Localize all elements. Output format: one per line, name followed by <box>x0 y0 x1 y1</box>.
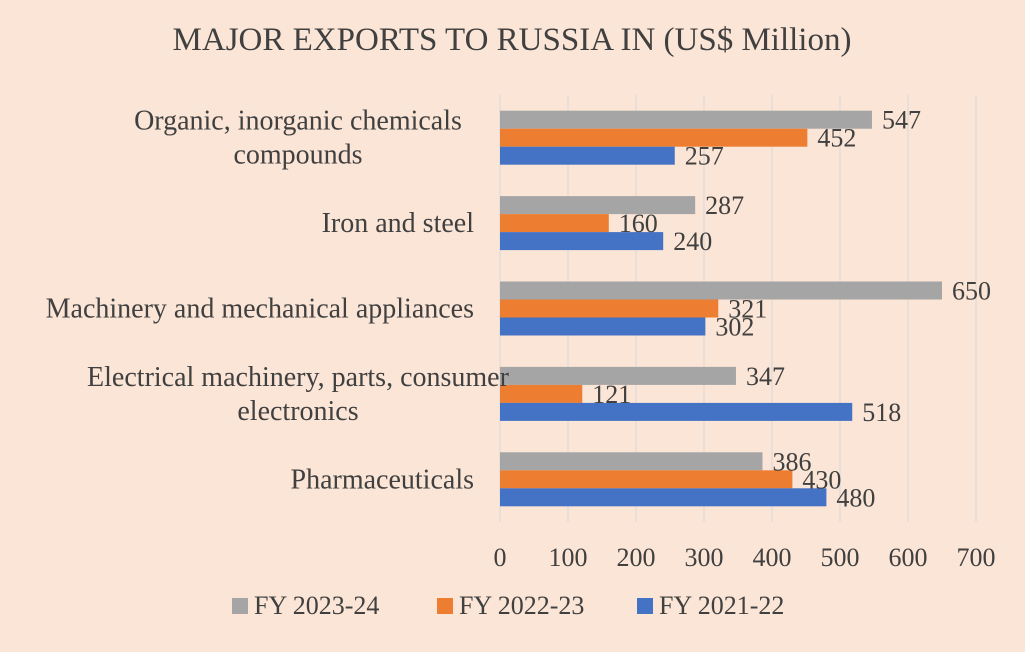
legend: FY 2023-24 FY 2022-23 FY 2021-22 <box>232 591 784 620</box>
data-label: 452 <box>817 124 856 153</box>
data-label: 257 <box>685 142 724 171</box>
bar <box>500 384 583 403</box>
bar <box>500 281 942 300</box>
bar <box>500 196 696 215</box>
data-label: 480 <box>836 483 875 512</box>
bar <box>500 366 736 385</box>
chart-title: MAJOR EXPORTS TO RUSSIA IN (US$ Million) <box>173 22 852 58</box>
data-label: 386 <box>772 447 811 476</box>
bar <box>500 488 827 507</box>
legend-swatch <box>437 598 453 614</box>
bar <box>500 402 853 421</box>
data-label: 347 <box>746 362 785 391</box>
x-tick-label: 100 <box>549 543 588 572</box>
data-label: 240 <box>673 227 712 256</box>
legend-label: FY 2021-22 <box>659 591 784 620</box>
data-label: 321 <box>728 295 767 324</box>
x-tick-label: 0 <box>494 543 507 572</box>
x-tick-label: 200 <box>617 543 656 572</box>
data-label: 160 <box>619 209 658 238</box>
bars <box>500 110 942 507</box>
x-tick-label: 600 <box>889 543 928 572</box>
x-tick-label: 300 <box>685 543 724 572</box>
legend-swatch <box>232 598 248 614</box>
legend-swatch <box>637 598 653 614</box>
category-label: Organic, inorganic chemicals compounds <box>134 106 462 171</box>
category-label: Iron and steel <box>322 208 475 239</box>
legend-label: FY 2022-23 <box>459 591 584 620</box>
data-label: 302 <box>715 313 754 342</box>
data-label: 430 <box>802 465 841 494</box>
x-tick-label: 500 <box>821 543 860 572</box>
x-tick-label: 400 <box>753 543 792 572</box>
bar <box>500 146 675 165</box>
bar <box>500 214 609 233</box>
legend-label: FY 2023-24 <box>254 591 379 620</box>
data-label: 518 <box>862 398 901 427</box>
data-labels: 5474522572871602406503213023471215183864… <box>592 106 991 513</box>
data-label: 650 <box>952 277 991 306</box>
category-label: Pharmaceuticals <box>291 464 474 495</box>
data-label: 121 <box>592 380 631 409</box>
x-tick-label: 700 <box>957 543 996 572</box>
bar <box>500 470 793 489</box>
bar <box>500 232 664 251</box>
bar <box>500 299 719 318</box>
bar <box>500 110 872 129</box>
data-label: 287 <box>705 191 744 220</box>
bar <box>500 128 808 147</box>
category-label: Electrical machinery, parts, consumer ele… <box>87 362 510 427</box>
category-label: Machinery and mechanical appliances <box>46 294 474 325</box>
category-labels: Organic, inorganic chemicals compounds Iro… <box>46 106 510 496</box>
bar <box>500 452 763 471</box>
x-tick-labels: 0 100 200 300 400 500 600 700 <box>494 543 996 572</box>
bar <box>500 317 706 336</box>
data-label: 547 <box>882 106 921 135</box>
